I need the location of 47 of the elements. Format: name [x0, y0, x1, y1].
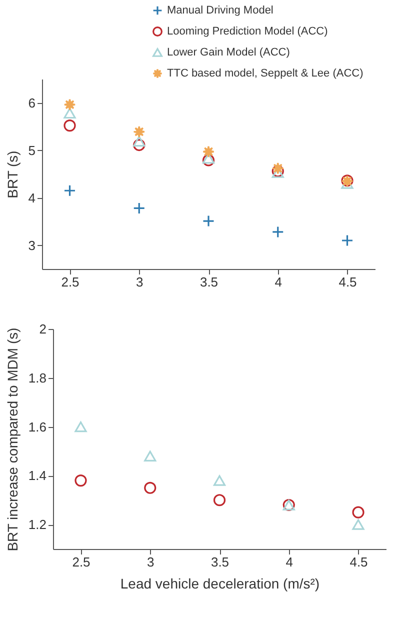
y-axis-title: BRT increase compared to MDM (s)	[4, 328, 20, 552]
point	[133, 136, 146, 147]
point	[202, 154, 215, 166]
point	[64, 108, 76, 119]
point	[144, 450, 156, 462]
point	[64, 120, 76, 132]
legend-label: Manual Driving Model	[167, 4, 274, 16]
point	[341, 234, 354, 247]
point	[213, 475, 226, 486]
legend-label: Lower Gain Model (ACC)	[167, 46, 290, 58]
point	[272, 162, 284, 174]
x-tick-label: 3.5	[200, 274, 218, 290]
point	[213, 494, 226, 506]
x-tick-label: 3	[147, 554, 154, 570]
y-tick-label: 5	[28, 142, 36, 158]
y-tick-label: 1.6	[28, 419, 46, 434]
x-tick-label: 2.5	[61, 274, 80, 290]
point	[133, 126, 146, 138]
point	[133, 138, 146, 152]
x-tick-label: 2.5	[72, 554, 90, 570]
y-tick-label: 1.4	[28, 468, 46, 484]
y-tick-label: 4	[28, 190, 36, 206]
point	[64, 184, 76, 197]
x-axis-title: Lead vehicle deceleration (m/s²)	[120, 576, 320, 592]
point	[352, 506, 364, 518]
y-tick-label: 3	[28, 238, 36, 253]
point	[272, 226, 284, 238]
x-tick-label: 3	[136, 274, 144, 290]
point	[74, 474, 87, 487]
y-tick-label: 1.8	[28, 370, 46, 386]
point	[144, 482, 156, 494]
x-tick-label: 4.5	[350, 554, 368, 570]
point	[352, 519, 364, 530]
x-tick-label: 4.5	[338, 274, 357, 290]
y-axis-title: BRT (s)	[4, 150, 20, 198]
legend-label: Looming Prediction Model (ACC)	[167, 26, 328, 38]
y-tick-label: 2	[39, 322, 46, 336]
x-tick-label: 4	[274, 274, 282, 290]
x-tick-label: 3.5	[210, 554, 230, 570]
point	[64, 98, 76, 111]
point	[74, 421, 87, 432]
point	[133, 202, 146, 214]
y-tick-label: 6	[28, 95, 36, 110]
y-tick-label: 1.2	[28, 517, 46, 532]
legend-label: TTC based model, Seppelt & Lee (ACC)	[167, 68, 364, 80]
point	[202, 214, 215, 228]
x-tick-label: 4	[286, 554, 293, 570]
